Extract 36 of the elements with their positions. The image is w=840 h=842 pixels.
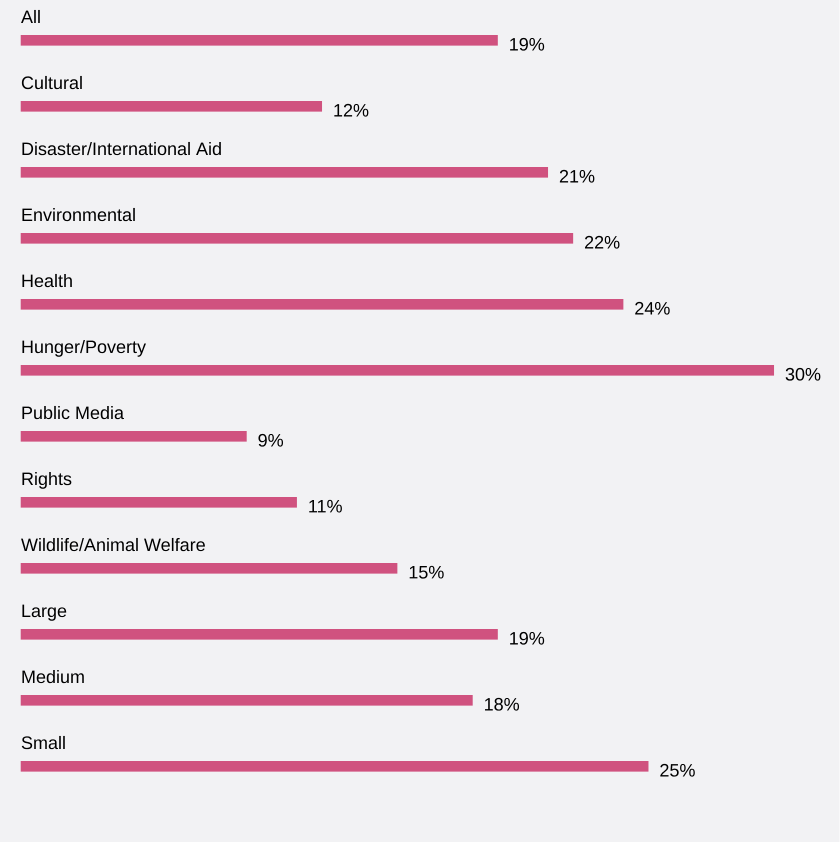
data-label: 19%: [510, 38, 544, 51]
data-label: 11%: [309, 500, 342, 513]
bar: [20, 232, 574, 244]
y-tick-label: Medium: [22, 670, 84, 684]
y-tick-label: Large: [22, 604, 66, 621]
data-label: 22%: [585, 236, 620, 249]
data-label: 25%: [660, 764, 695, 777]
bar: [20, 100, 322, 112]
data-label: 12%: [334, 104, 368, 117]
y-tick-label: All: [21, 10, 40, 23]
y-tick-label: Hunger/Poverty: [22, 340, 146, 357]
bar: [20, 166, 548, 178]
data-label: 18%: [485, 698, 520, 711]
y-tick-label: Environmental: [22, 208, 135, 222]
bar: [20, 760, 649, 772]
y-tick-label: Cultural: [22, 76, 82, 90]
data-label: 30%: [786, 368, 820, 381]
bar: [20, 496, 298, 508]
y-tick-label: Health: [22, 274, 72, 288]
y-tick-label: Rights: [22, 472, 72, 489]
data-label: 9%: [258, 434, 284, 447]
y-tick-label: Public Media: [22, 406, 124, 420]
data-label: 15%: [410, 566, 444, 579]
bar: [20, 298, 624, 310]
y-tick-label: Wildlife/Animal Welfare: [21, 538, 206, 552]
bar: [20, 364, 774, 376]
bar: [20, 694, 473, 706]
data-label: 21%: [560, 170, 594, 183]
data-label: 24%: [635, 302, 670, 315]
y-tick-label: Disaster/International Aid: [22, 142, 222, 156]
data-label: 19%: [510, 632, 544, 645]
y-tick-label: Small: [22, 736, 65, 750]
bar: [20, 562, 398, 574]
bar: [20, 34, 498, 46]
bar: [20, 430, 247, 442]
bar: [20, 628, 498, 640]
